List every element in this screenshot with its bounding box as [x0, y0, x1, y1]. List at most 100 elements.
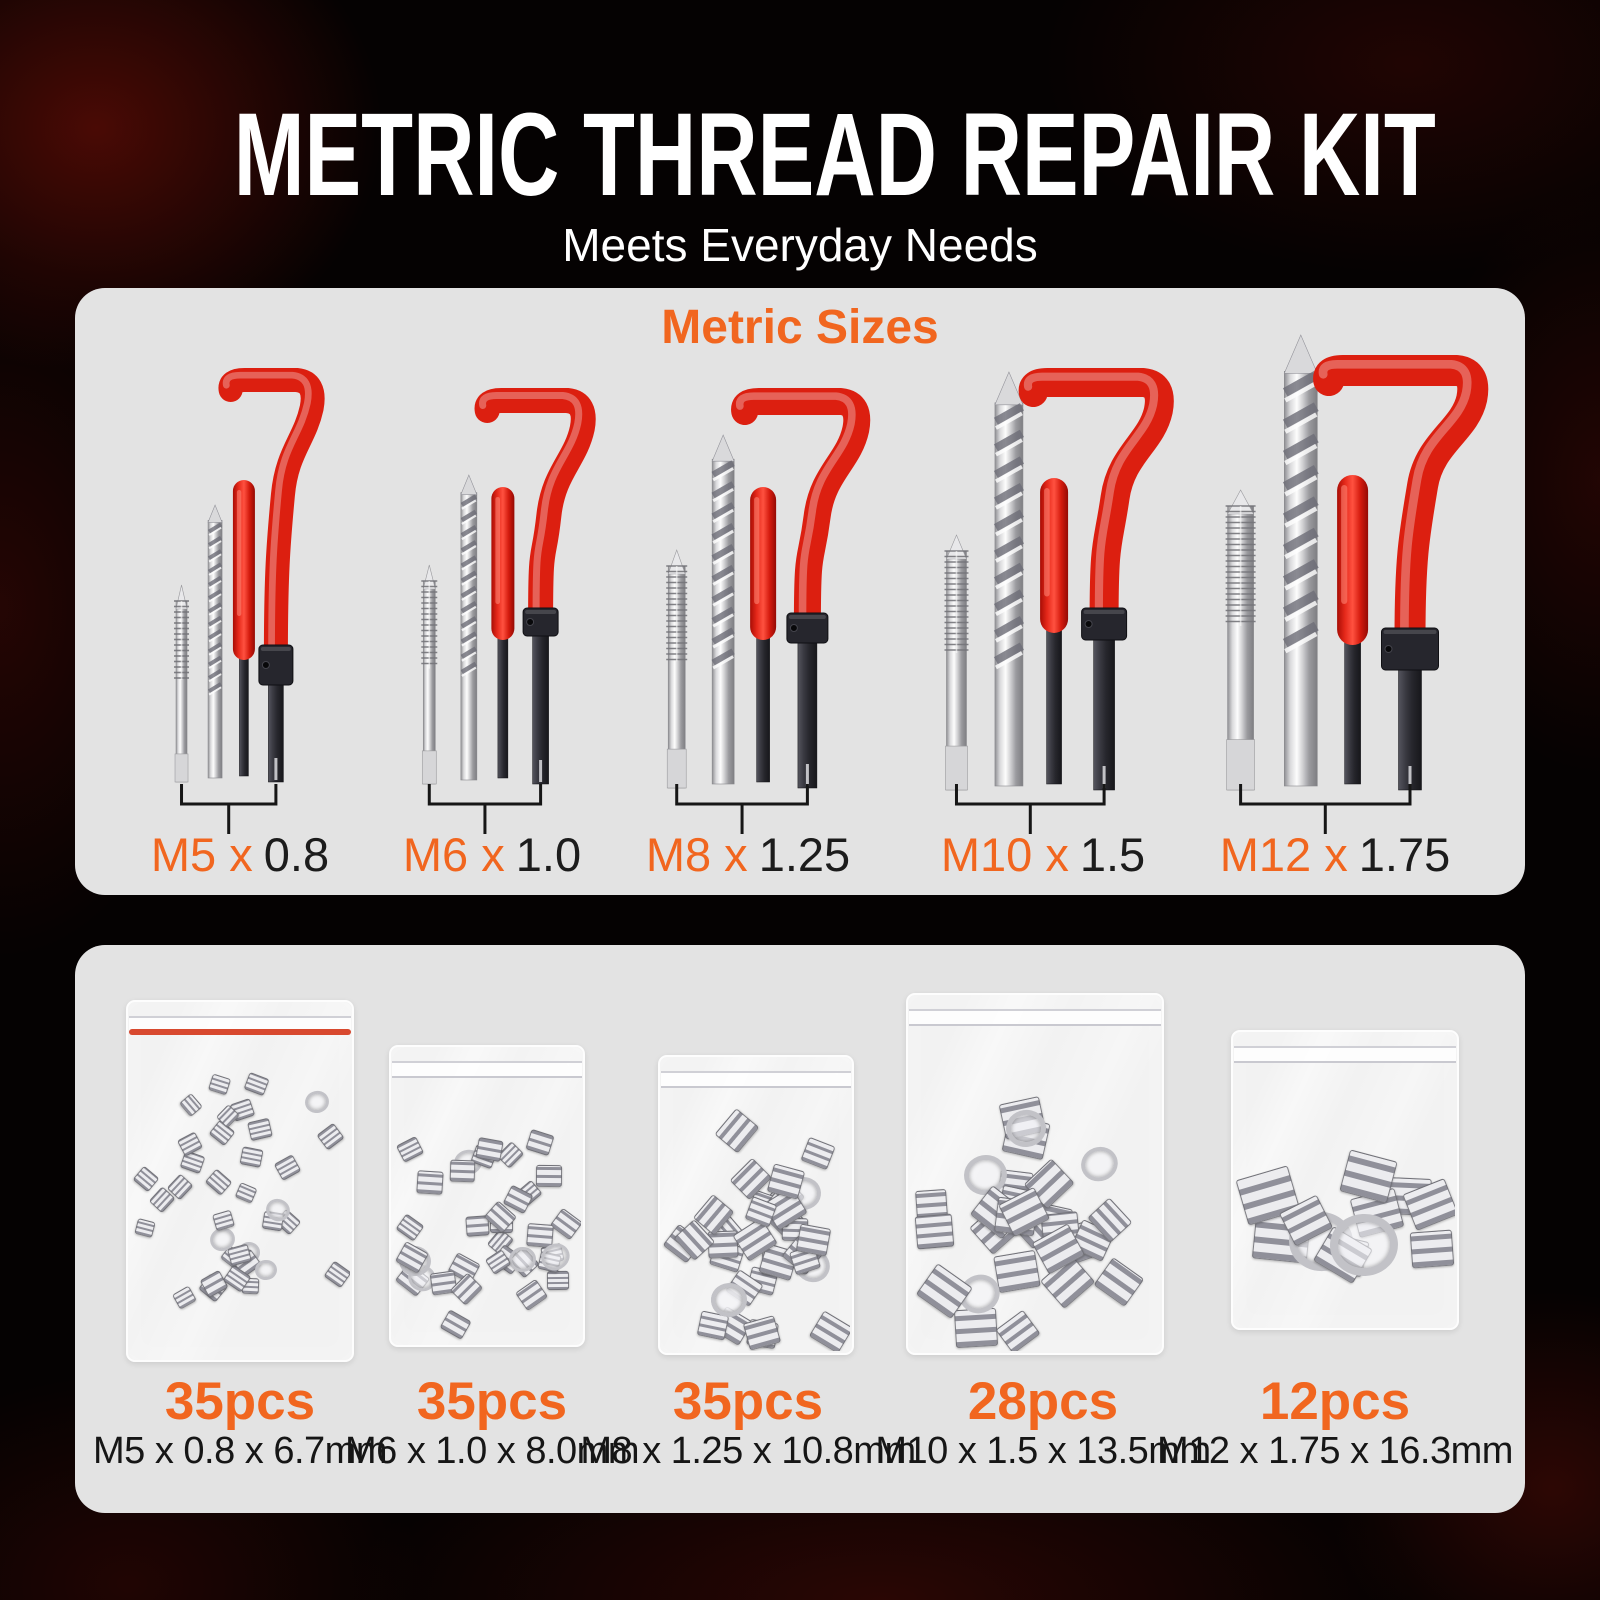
size-label-m12: M12 x 1.75: [1220, 831, 1450, 878]
punch-tool-illustration: [750, 487, 777, 783]
tap-illustration: [421, 564, 438, 785]
insert-spec-label: M5 x 0.8 x 6.7mm: [93, 1430, 387, 1472]
insertion-tool-illustration: [1313, 355, 1489, 791]
coil-insert: [323, 1260, 350, 1289]
coil-insert: [550, 1207, 581, 1240]
tool-groups-illustration: [174, 334, 1489, 834]
bag-plastic: [126, 1000, 354, 1362]
drill-bit-illustration: [1282, 334, 1319, 787]
size-label-m8: M8 x 1.25: [646, 831, 850, 878]
subtitle: Meets Everyday Needs: [562, 219, 1038, 271]
page-title: METRIC THREAD REPAIR KIT: [0, 96, 1600, 214]
tap-illustration: [666, 549, 688, 789]
size-bracket: [427, 784, 543, 834]
coil-insert-pile: [910, 997, 1160, 1351]
bag-zip-seal: [661, 1071, 851, 1088]
punch-tool-illustration: [491, 487, 515, 779]
coil-insert: [239, 1145, 264, 1168]
size-pitch: 1.0: [515, 828, 582, 881]
drill-bit-illustration: [460, 474, 478, 781]
coil-insert: [953, 1308, 999, 1349]
tap-illustration: [1225, 489, 1256, 791]
coil-insert: [134, 1218, 156, 1239]
coil-insert: [212, 1209, 236, 1232]
bag-zip-seal: [1234, 1046, 1456, 1063]
size-label-m5: M5 x 0.8: [151, 831, 329, 878]
insert-bag: [906, 993, 1164, 1355]
coil-insert-pile: [393, 1049, 581, 1343]
size-bracket: [180, 784, 278, 834]
insert-bag: [126, 1000, 354, 1362]
coil-insert: [395, 1136, 424, 1163]
coil-insert: [416, 1169, 444, 1194]
size-bracket: [1239, 784, 1412, 834]
size-label-m6: M6 x 1.0: [403, 831, 581, 878]
tool-group-m12: [1225, 334, 1489, 834]
coil-insert: [795, 1223, 831, 1257]
coil-insert: [204, 1168, 233, 1197]
coil-insert: [535, 1165, 562, 1188]
coil-insert: [179, 1092, 204, 1117]
coil-insert: [395, 1213, 425, 1242]
coil-insert: [449, 1159, 476, 1183]
size-pitch: 1.5: [1079, 828, 1146, 881]
bag-zip-seal: [909, 1009, 1161, 1026]
punch-tool-illustration: [1040, 478, 1069, 785]
insert-spec-label: M8 x 1.25 x 10.8mm: [580, 1430, 916, 1472]
size-bracket: [675, 784, 809, 834]
coil-insert: [808, 1309, 850, 1351]
coil-insert: [207, 1073, 232, 1097]
insert-spec-label: M10 x 1.5 x 13.5mm: [875, 1430, 1211, 1472]
tool-group-m5: [174, 368, 325, 834]
drill-bit-illustration: [711, 434, 735, 785]
metric-sizes-heading: Metric Sizes: [661, 301, 939, 354]
coil-insert: [714, 1108, 759, 1154]
coil-insert-ring: [1076, 1141, 1124, 1187]
coil-insert-pile: [130, 1004, 350, 1358]
coil-insert: [171, 1285, 198, 1310]
coil-insert: [273, 1153, 302, 1181]
inserts-panel: 35pcs 35pcs 35pcs 28pcs 12pcs M5 x 0.8 x…: [75, 945, 1525, 1513]
coil-insert: [1093, 1257, 1144, 1307]
coil-insert-pile: [1235, 1034, 1455, 1326]
size-label-m10: M10 x 1.5: [941, 831, 1145, 878]
drill-bit-illustration: [207, 504, 223, 779]
tap-illustration: [174, 584, 190, 783]
tool-group-m10: [944, 368, 1174, 834]
size-bracket: [954, 784, 1106, 834]
coil-insert: [546, 1270, 570, 1291]
coil-insert: [800, 1136, 836, 1171]
insert-spec-label: M12 x 1.75 x 16.3mm: [1157, 1430, 1513, 1472]
size-name: M10 x: [940, 828, 1069, 881]
tap-illustration: [944, 534, 969, 791]
coil-insert: [439, 1309, 472, 1341]
tool-group-m6: [421, 388, 596, 834]
coil-insert: [914, 1213, 955, 1250]
bag-zip-seal: [392, 1061, 582, 1078]
tool-group-m8: [666, 388, 871, 834]
insert-bag: [1231, 1030, 1459, 1330]
coil-insert: [247, 1117, 273, 1142]
coil-insert: [316, 1122, 345, 1151]
drill-bit-illustration: [993, 371, 1024, 787]
page-title-text: METRIC THREAD REPAIR KIT: [233, 89, 1436, 221]
punch-tool-illustration: [1337, 475, 1369, 785]
size-pitch: 0.8: [263, 828, 330, 881]
pcs-count-label: 35pcs: [164, 1372, 316, 1431]
coil-insert-ring: [302, 1088, 331, 1116]
insert-bag: [658, 1055, 854, 1355]
bag-red-seal-line: [129, 1029, 351, 1035]
coil-insert: [995, 1310, 1041, 1351]
punch-tool-illustration: [232, 480, 255, 777]
coil-insert-pile: [662, 1059, 850, 1351]
coil-insert: [234, 1182, 259, 1205]
insertion-tool-illustration: [1018, 368, 1174, 791]
coil-insert: [993, 1250, 1041, 1295]
coil-insert: [1410, 1229, 1455, 1269]
size-pitch: 1.75: [1358, 828, 1451, 881]
coil-insert: [514, 1278, 548, 1311]
size-name: M5 x: [150, 828, 253, 881]
coil-insert: [243, 1071, 270, 1097]
size-name: M8 x: [645, 828, 748, 881]
